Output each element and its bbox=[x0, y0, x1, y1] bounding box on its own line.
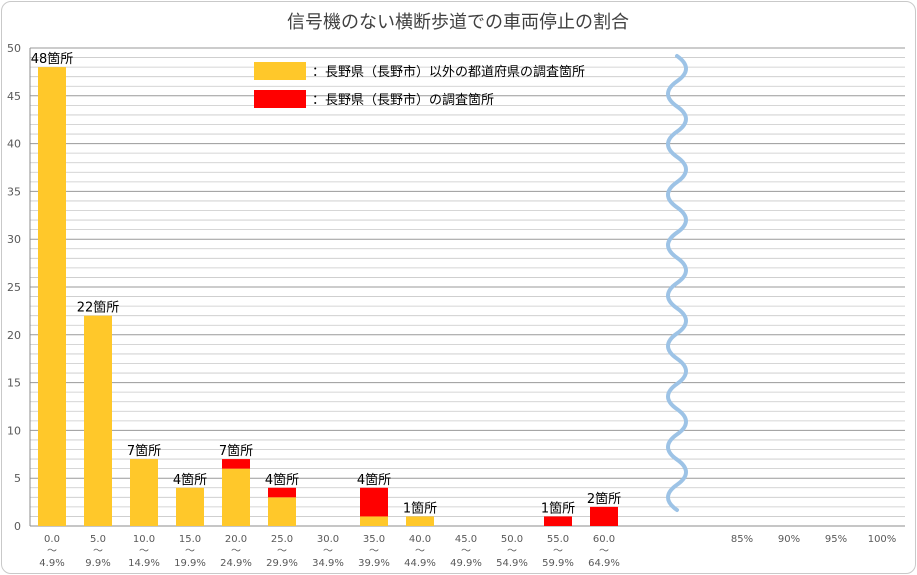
y-tick-label: 0 bbox=[14, 520, 21, 533]
y-tick-label: 50 bbox=[7, 42, 21, 55]
x-tick-label: 〜 bbox=[599, 546, 609, 557]
legend-label: ：長野県（長野市）以外の都道府県の調査箇所 bbox=[312, 64, 585, 80]
x-tick-label-extra: 100% bbox=[868, 534, 897, 545]
x-tick-label: 〜 bbox=[277, 546, 287, 557]
data-label: 2箇所 bbox=[587, 491, 621, 507]
x-tick-label: 64.9% bbox=[588, 558, 620, 569]
data-label: 48箇所 bbox=[31, 51, 74, 67]
x-tick-label: 25.0 bbox=[271, 534, 293, 545]
x-tick-label: 〜 bbox=[507, 546, 517, 557]
x-tick-label: 50.0 bbox=[501, 534, 523, 545]
y-tick-label: 20 bbox=[7, 329, 21, 342]
data-label: 4箇所 bbox=[357, 472, 391, 488]
x-tick-label: 39.9% bbox=[358, 558, 390, 569]
x-tick-label: 55.0 bbox=[547, 534, 569, 545]
x-tick-label: 〜 bbox=[231, 546, 241, 557]
x-tick-label: 〜 bbox=[553, 546, 563, 557]
y-tick-label: 45 bbox=[7, 90, 21, 103]
axis-break-line bbox=[666, 54, 688, 512]
x-tick-label: 〜 bbox=[139, 546, 149, 557]
bar-other-prefectures bbox=[360, 516, 388, 526]
y-tick-label: 25 bbox=[7, 281, 21, 294]
x-tick-label: 40.0 bbox=[409, 534, 431, 545]
y-tick-label: 35 bbox=[7, 185, 21, 198]
x-tick-label: 5.0 bbox=[90, 534, 106, 545]
data-label: 1箇所 bbox=[541, 500, 575, 516]
x-tick-label-extra: 85% bbox=[731, 534, 753, 545]
bar-other-prefectures bbox=[268, 497, 296, 526]
bar-other-prefectures bbox=[222, 468, 250, 526]
x-tick-label: 10.0 bbox=[133, 534, 155, 545]
x-tick-label: 〜 bbox=[323, 546, 333, 557]
x-tick-label: 〜 bbox=[461, 546, 471, 557]
bar-nagano bbox=[590, 506, 618, 526]
bar-other-prefectures bbox=[176, 487, 204, 526]
chart-title: 信号機のない横断歩道での車両停止の割合 bbox=[287, 12, 629, 33]
data-label: 1箇所 bbox=[403, 500, 437, 516]
legend-label: ：長野県（長野市）の調査箇所 bbox=[312, 92, 494, 108]
x-tick-label: 35.0 bbox=[363, 534, 385, 545]
x-tick-label: 14.9% bbox=[128, 558, 160, 569]
x-tick-label: 59.9% bbox=[542, 558, 574, 569]
bar-other-prefectures bbox=[84, 315, 112, 526]
legend-swatch bbox=[254, 62, 306, 80]
bar-nagano bbox=[222, 459, 250, 469]
x-tick-label: 34.9% bbox=[312, 558, 344, 569]
x-tick-label: 60.0 bbox=[593, 534, 615, 545]
bar-other-prefectures bbox=[38, 67, 66, 527]
x-tick-label: 44.9% bbox=[404, 558, 436, 569]
x-tick-label: 〜 bbox=[93, 546, 103, 557]
data-label: 7箇所 bbox=[219, 443, 253, 459]
y-tick-label: 5 bbox=[14, 472, 21, 485]
x-tick-label: 〜 bbox=[185, 546, 195, 557]
x-tick-label: 19.9% bbox=[174, 558, 206, 569]
data-label: 4箇所 bbox=[173, 472, 207, 488]
data-label: 22箇所 bbox=[77, 300, 120, 316]
x-tick-label: 49.9% bbox=[450, 558, 482, 569]
x-tick-label-extra: 90% bbox=[778, 534, 800, 545]
x-tick-label: 4.9% bbox=[39, 558, 64, 569]
legend-swatch bbox=[254, 90, 306, 108]
x-tick-label: 30.0 bbox=[317, 534, 339, 545]
data-label: 7箇所 bbox=[127, 443, 161, 459]
bar-other-prefectures bbox=[406, 516, 434, 526]
x-tick-label: 45.0 bbox=[455, 534, 477, 545]
x-tick-label: 15.0 bbox=[179, 534, 201, 545]
bar-nagano bbox=[268, 487, 296, 498]
y-tick-label: 40 bbox=[7, 138, 21, 151]
x-tick-label: 54.9% bbox=[496, 558, 528, 569]
bar-nagano bbox=[544, 516, 572, 526]
bar-other-prefectures bbox=[130, 459, 158, 526]
y-tick-label: 10 bbox=[7, 424, 21, 437]
x-tick-label: 〜 bbox=[369, 546, 379, 557]
y-tick-label: 15 bbox=[7, 377, 21, 390]
y-tick-label: 30 bbox=[7, 233, 21, 246]
x-tick-label: 0.0 bbox=[44, 534, 60, 545]
x-tick-label: 24.9% bbox=[220, 558, 252, 569]
x-tick-label: 20.0 bbox=[225, 534, 247, 545]
data-label: 4箇所 bbox=[265, 472, 299, 488]
x-tick-label: 9.9% bbox=[85, 558, 110, 569]
x-tick-label: 29.9% bbox=[266, 558, 298, 569]
x-tick-label: 〜 bbox=[47, 546, 57, 557]
x-tick-label-extra: 95% bbox=[825, 534, 847, 545]
x-tick-label: 〜 bbox=[415, 546, 425, 557]
bar-nagano bbox=[360, 487, 388, 517]
